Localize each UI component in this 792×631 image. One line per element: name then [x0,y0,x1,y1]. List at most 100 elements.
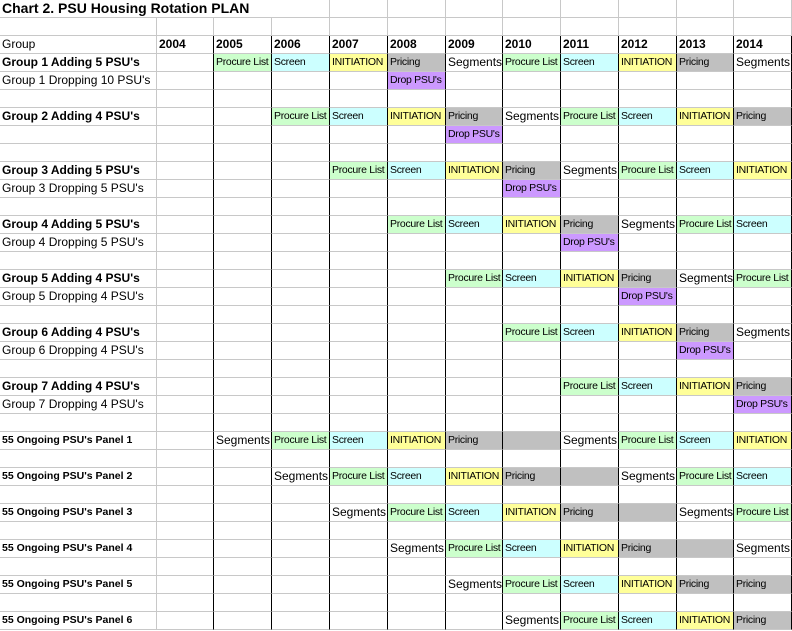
empty-cell[interactable] [157,252,214,270]
empty-cell[interactable] [330,576,388,594]
empty-cell[interactable] [561,198,619,216]
phase-cell-procure[interactable]: Procure List [734,504,792,522]
empty-cell[interactable] [446,90,503,108]
phase-cell-pricing[interactable] [619,504,677,522]
row-label[interactable] [0,126,157,144]
empty-cell[interactable] [0,144,157,162]
phase-cell-seg[interactable]: Segments [561,162,619,180]
empty-cell[interactable] [561,180,619,198]
phase-cell-initiation[interactable]: INITIATION [619,324,677,342]
phase-cell-seg[interactable]: Segments [677,504,734,522]
phase-cell-pricing[interactable]: Pricing [619,540,677,558]
empty-cell[interactable] [446,414,503,432]
empty-cell[interactable] [619,90,677,108]
empty-cell[interactable] [677,144,734,162]
empty-cell[interactable] [272,0,330,18]
empty-cell[interactable] [619,252,677,270]
empty-cell[interactable] [272,144,330,162]
empty-cell[interactable] [330,306,388,324]
empty-cell[interactable] [272,558,330,576]
phase-cell-procure[interactable]: Procure List [734,270,792,288]
phase-cell-pricing[interactable]: Pricing [677,54,734,72]
empty-cell[interactable] [330,234,388,252]
empty-cell[interactable] [388,18,446,36]
phase-cell-procure[interactable]: Procure List [503,576,561,594]
empty-cell[interactable] [446,288,503,306]
empty-cell[interactable] [330,18,388,36]
phase-cell-screen[interactable]: Screen [561,576,619,594]
empty-cell[interactable] [0,486,157,504]
empty-cell[interactable] [157,540,214,558]
empty-cell[interactable] [734,18,792,36]
empty-cell[interactable] [214,342,272,360]
empty-cell[interactable] [272,576,330,594]
phase-cell-screen[interactable]: Screen [330,108,388,126]
phase-cell-screen[interactable]: Screen [330,432,388,450]
phase-cell-screen[interactable]: Screen [619,108,677,126]
empty-cell[interactable] [503,450,561,468]
empty-cell[interactable] [214,558,272,576]
phase-cell-initiation[interactable]: INITIATION [619,54,677,72]
empty-cell[interactable] [734,198,792,216]
empty-cell[interactable] [272,396,330,414]
empty-cell[interactable] [561,450,619,468]
row-label[interactable]: Group 4 Adding 5 PSU's [0,216,157,234]
empty-cell[interactable] [677,522,734,540]
empty-cell[interactable] [272,216,330,234]
phase-cell-seg[interactable]: Segments [561,432,619,450]
phase-cell-pricing[interactable]: Pricing [561,216,619,234]
phase-cell-initiation[interactable]: INITIATION [388,432,446,450]
empty-cell[interactable] [157,72,214,90]
empty-cell[interactable] [561,414,619,432]
empty-cell[interactable] [330,72,388,90]
empty-cell[interactable] [388,594,446,612]
empty-cell[interactable] [157,360,214,378]
empty-cell[interactable] [734,306,792,324]
empty-cell[interactable] [503,288,561,306]
empty-cell[interactable] [619,18,677,36]
empty-cell[interactable] [561,0,619,18]
phase-cell-drop[interactable]: Drop PSU's [734,396,792,414]
phase-cell-procure[interactable]: Procure List [561,612,619,630]
empty-cell[interactable] [272,306,330,324]
empty-cell[interactable] [388,144,446,162]
phase-cell-screen[interactable]: Screen [272,54,330,72]
empty-cell[interactable] [619,72,677,90]
empty-cell[interactable] [214,216,272,234]
empty-cell[interactable] [0,414,157,432]
phase-cell-procure[interactable]: Procure List [446,270,503,288]
empty-cell[interactable] [619,234,677,252]
empty-cell[interactable] [157,126,214,144]
phase-cell-pricing[interactable]: Pricing [734,612,792,630]
empty-cell[interactable] [619,558,677,576]
column-header-year[interactable]: 2014 [734,36,792,54]
empty-cell[interactable] [388,126,446,144]
phase-cell-screen[interactable]: Screen [446,504,503,522]
empty-cell[interactable] [388,396,446,414]
empty-cell[interactable] [677,594,734,612]
empty-cell[interactable] [677,180,734,198]
phase-cell-pricing[interactable] [677,540,734,558]
empty-cell[interactable] [388,360,446,378]
empty-cell[interactable] [0,594,157,612]
empty-cell[interactable] [0,198,157,216]
empty-cell[interactable] [561,486,619,504]
empty-cell[interactable] [503,0,561,18]
empty-cell[interactable] [619,342,677,360]
phase-cell-screen[interactable]: Screen [446,216,503,234]
empty-cell[interactable] [734,522,792,540]
empty-cell[interactable] [503,558,561,576]
phase-cell-screen[interactable]: Screen [734,216,792,234]
column-header-year[interactable]: 2007 [330,36,388,54]
empty-cell[interactable] [157,108,214,126]
empty-cell[interactable] [446,306,503,324]
phase-cell-screen[interactable]: Screen [388,468,446,486]
empty-cell[interactable] [330,396,388,414]
empty-cell[interactable] [446,252,503,270]
phase-cell-initiation[interactable]: INITIATION [330,54,388,72]
empty-cell[interactable] [330,270,388,288]
row-label[interactable]: Group 1 Adding 5 PSU's [0,54,157,72]
phase-cell-seg[interactable]: Segments [503,612,561,630]
empty-cell[interactable] [388,486,446,504]
empty-cell[interactable] [388,522,446,540]
